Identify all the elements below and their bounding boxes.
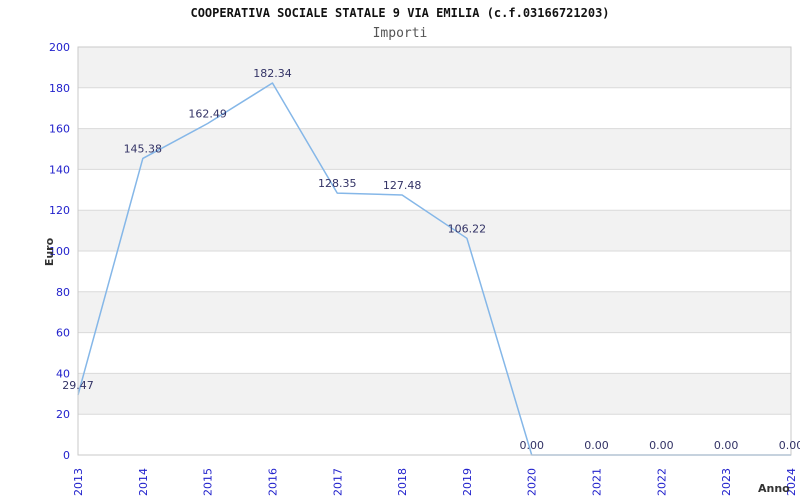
y-tick-label: 140 (49, 163, 70, 176)
x-tick-label: 2017 (331, 468, 344, 496)
x-tick-label: 2022 (655, 468, 668, 496)
grid-band (78, 373, 791, 415)
data-label: 162.49 (188, 108, 227, 121)
y-tick-label: 60 (56, 327, 70, 340)
x-tick-label: 2016 (266, 468, 279, 496)
y-tick-label: 0 (63, 449, 70, 462)
y-axis-title: Euro (43, 237, 56, 267)
x-tick-label: 2023 (720, 468, 733, 496)
grid-band (78, 47, 791, 88)
chart-subtitle: Importi (372, 26, 428, 41)
data-label: 127.48 (383, 179, 422, 192)
x-tick-label: 2013 (72, 468, 85, 496)
y-tick-label: 40 (56, 367, 70, 380)
y-tick-label: 100 (49, 245, 70, 258)
x-tick-label: 2015 (202, 468, 215, 496)
grid-band (78, 128, 791, 170)
grid-band (78, 291, 791, 333)
data-label: 182.34 (253, 67, 292, 80)
x-tick-label: 2018 (396, 468, 409, 496)
data-label: 0.00 (649, 439, 674, 452)
y-tick-label: 20 (56, 408, 70, 421)
x-tick-label: 2021 (591, 468, 604, 496)
data-label: 0.00 (779, 439, 800, 452)
y-tick-label: 80 (56, 286, 70, 299)
data-label: 0.00 (584, 439, 609, 452)
plot-border (77, 46, 792, 456)
x-axis-title: Anno (758, 482, 790, 495)
y-tick-label: 160 (49, 123, 70, 136)
data-label: 0.00 (714, 439, 739, 452)
data-label: 128.35 (318, 177, 357, 190)
chart-title: COOPERATIVA SOCIALE STATALE 9 VIA EMILIA… (190, 6, 610, 20)
x-tick-label: 2020 (526, 468, 539, 496)
y-tick-label: 200 (49, 41, 70, 54)
x-tick-label: 2014 (137, 468, 150, 496)
data-label: 29.47 (62, 379, 94, 392)
data-label: 106.22 (448, 222, 487, 235)
data-label: 0.00 (519, 439, 544, 452)
y-tick-label: 120 (49, 204, 70, 217)
data-label: 145.38 (124, 142, 163, 155)
x-tick-label: 2019 (461, 468, 474, 496)
x-tick-label: 2024 (785, 468, 798, 496)
y-tick-label: 180 (49, 82, 70, 95)
